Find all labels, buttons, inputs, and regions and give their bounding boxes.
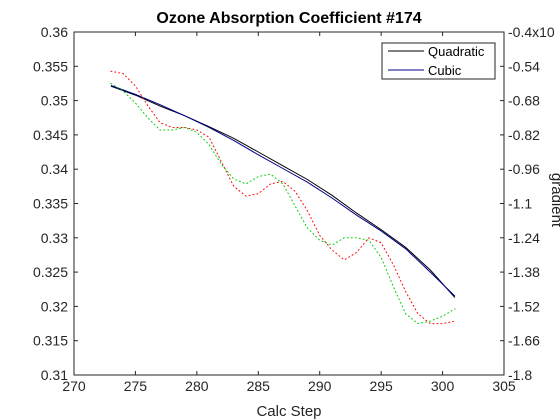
y2-tick-label: -0.68 [508, 93, 540, 109]
y2-tick-label: -0.54 [508, 58, 540, 74]
y-tick-label: 0.32 [41, 298, 68, 314]
y2-axis-label: gradient [548, 173, 560, 228]
x-tick-label: 285 [247, 378, 271, 394]
y2-tick-label: -1.24 [508, 230, 540, 246]
chart-title: Ozone Absorption Coefficient #174 [156, 10, 421, 27]
y-tick-label: 0.36 [41, 24, 68, 40]
x-tick-label: 305 [492, 378, 516, 394]
y-tick-label: 0.31 [41, 367, 68, 383]
x-axis-ticks: 270 275 280 285 290 295 300 305 [62, 32, 516, 394]
y-tick-label: 0.355 [33, 58, 68, 74]
y-tick-label: 0.34 [41, 161, 68, 177]
series-line-3 [110, 82, 456, 325]
series-line-2 [110, 70, 456, 325]
y2-tick-label: -1.38 [508, 264, 540, 280]
y-tick-label: 0.315 [33, 333, 68, 349]
y-tick-label: 0.35 [41, 93, 68, 109]
y-tick-label: 0.345 [33, 127, 68, 143]
series-layer [110, 70, 456, 325]
x-tick-label: 275 [124, 378, 148, 394]
series-line-0-quadratic [110, 85, 456, 298]
y2-tick-label: -1.8 [508, 367, 532, 383]
x-tick-label: 300 [431, 378, 455, 394]
y2-tick-label: -1.52 [508, 298, 540, 314]
x-tick-label: 270 [62, 378, 86, 394]
series-line-1-cubic [110, 85, 456, 297]
y2-tick-label: -1.66 [508, 333, 540, 349]
y2-tick-label: -0.96 [508, 161, 540, 177]
y-tick-label: 0.325 [33, 264, 68, 280]
legend-box [381, 42, 496, 80]
plot-area [74, 32, 504, 375]
y2-axis-ticks: -1.8 -1.66 -1.52 -1.38 -1.24 -1.1 -0.96 -0.82 -0… [500, 24, 555, 383]
y-axis-ticks: 0.31 0.315 0.32 0.325 0.33 0.335 0.34 0.345 0.35… [33, 24, 78, 383]
legend: Quadratic Cubic [381, 42, 496, 80]
x-tick-label: 295 [369, 378, 393, 394]
x-tick-label: 290 [308, 378, 332, 394]
y-tick-label: 0.33 [41, 230, 68, 246]
legend-label-cubic: Cubic [428, 63, 462, 78]
y2-tick-label: -0.82 [508, 127, 540, 143]
y2-tick-label: -0.4x10 [508, 24, 555, 40]
legend-label-quadratic: Quadratic [428, 44, 485, 59]
x-axis-label: Calc Step [256, 403, 321, 420]
y2-tick-label: -1.1 [508, 196, 532, 212]
x-tick-label: 280 [185, 378, 209, 394]
y-tick-label: 0.335 [33, 196, 68, 212]
